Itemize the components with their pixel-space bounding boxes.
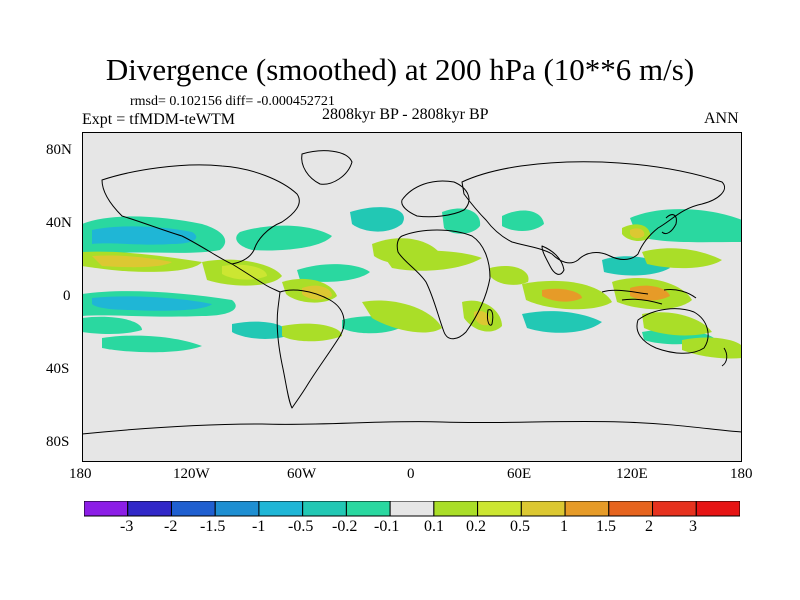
neg-atlantic-eq (297, 264, 370, 282)
lat-label-eq: 0 (63, 288, 71, 304)
coast-asia (461, 161, 725, 264)
experiment-label: Expt = tfMDM-teWTM (82, 111, 235, 128)
colorbar-label: -1 (252, 518, 266, 535)
coast-australia (636, 308, 709, 354)
colorbar-label: 1 (560, 518, 568, 535)
neg-atlantic-north (236, 225, 332, 251)
coast-central-america (231, 263, 281, 293)
coast-africa (396, 229, 491, 340)
neg-asia-north (502, 210, 544, 231)
coastlines (82, 150, 742, 435)
pos-arabia (490, 265, 529, 285)
coast-indonesia (601, 289, 697, 305)
colorbar-box (608, 501, 654, 517)
neg-eq-pacific-core (92, 296, 212, 311)
neg-core-pacific-north (92, 226, 197, 245)
map-frame (82, 132, 742, 462)
colorbar-box (214, 501, 260, 517)
colorbar-label: 0.2 (466, 518, 486, 535)
lat-label-40n: 40N (46, 215, 72, 231)
lon-label-60w: 60W (287, 466, 317, 482)
pos-pacific-tropic-core (92, 255, 172, 268)
pos-indian-eq-core (542, 288, 582, 302)
colorbar-box (477, 501, 522, 517)
neg-south-pacific-2 (232, 321, 288, 339)
pos-maritime-core (630, 285, 670, 301)
coast-greenland (301, 150, 353, 185)
colorbar-box (258, 501, 304, 517)
neg-se-pacific (102, 335, 202, 353)
pos-se-pacific (682, 337, 742, 359)
neg-nw-pacific (630, 209, 742, 243)
coast-india (541, 245, 565, 275)
colorbar-box (564, 501, 610, 517)
coast-north-america (101, 164, 300, 265)
coast-new-zealand (721, 347, 728, 367)
colorbar-label: -0.2 (332, 518, 358, 535)
lon-label-0: 0 (407, 466, 415, 482)
pos-amazon (302, 285, 332, 300)
colorbar-label: -1.5 (200, 518, 226, 535)
pos-madagascar (474, 310, 491, 326)
lat-label-80n: 80N (46, 142, 72, 158)
coast-south-america (276, 289, 345, 409)
pos-pacific-south (282, 323, 342, 342)
neg-indian-ocean (522, 311, 602, 333)
colorbar-box (389, 501, 435, 517)
plot-title: Divergence (smoothed) at 200 hPa (10**6 … (105, 52, 695, 87)
pos-sw-pacific (642, 312, 712, 336)
lat-label-40s: 40S (46, 361, 70, 377)
neg-northpacific-east (350, 207, 404, 232)
colorbar-box (695, 501, 740, 517)
colorbar-label: 2 (645, 518, 653, 535)
colorbar-label: 0.1 (424, 518, 444, 535)
colorbar-box (302, 501, 347, 517)
colorbar-label: -0.1 (374, 518, 400, 535)
colorbar-box (345, 501, 391, 517)
colorbar-label: 1.5 (596, 518, 616, 535)
neg-south-pacific (82, 316, 142, 334)
colorbar-box (127, 501, 172, 517)
colorbar-box (520, 501, 566, 517)
lon-label-180e: 180 (730, 466, 753, 482)
colorbar-box (84, 501, 129, 517)
lon-label-120w: 120W (173, 466, 210, 482)
period-label: 2808kyr BP - 2808kyr BP (322, 106, 489, 123)
lon-label-60e: 60E (507, 466, 532, 482)
lat-label-80s: 80S (46, 434, 70, 450)
colorbar-box (433, 501, 479, 517)
colorbar-label: 0.5 (510, 518, 530, 535)
colorbar-box (170, 501, 216, 517)
coast-antarctica (82, 420, 742, 435)
colorbar (84, 501, 740, 517)
lon-label-180w: 180 (69, 466, 92, 482)
coast-europe (401, 180, 470, 218)
colorbar-box (652, 501, 697, 517)
pos-atlantic-s (362, 300, 442, 333)
pos-east-asia-core (630, 228, 645, 239)
pos-tropic-west (642, 248, 722, 269)
pos-africa-north (382, 250, 482, 271)
divergence-map (82, 132, 742, 462)
season-label: ANN (704, 110, 739, 127)
colorbar-label: -3 (120, 518, 134, 535)
colorbar-label: 3 (689, 518, 697, 535)
coast-madagascar (487, 309, 494, 326)
lon-label-120e: 120E (616, 466, 648, 482)
coast-japan (661, 214, 677, 235)
colorbar-label: -0.5 (288, 518, 314, 535)
colorbar-label: -2 (164, 518, 178, 535)
stats-text: rmsd= 0.102156 diff= -0.000452721 (130, 94, 335, 109)
